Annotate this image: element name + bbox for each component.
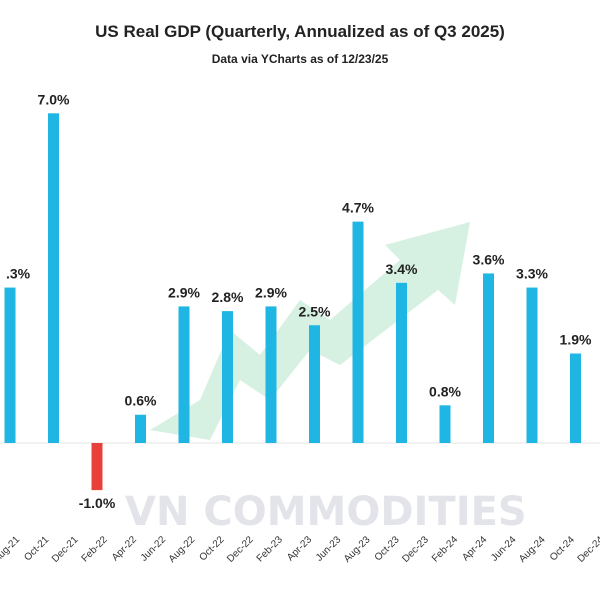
x-tick-label: Feb-23 [255,534,285,564]
x-tick-label: Aug-22 [167,534,198,565]
bar [48,113,59,444]
x-tick-label: Apr-22 [110,534,139,563]
data-label: 1.9% [560,332,592,348]
data-label: 3.3% [516,266,548,282]
bar [526,287,538,443]
x-tick-label: Dec-24 [576,534,600,565]
bar [91,443,103,491]
bar [4,287,16,443]
bar [135,414,146,443]
data-label: 3.6% [473,251,505,267]
data-label: 2.8% [212,289,244,305]
bar [309,325,320,443]
chart-subtitle: Data via YCharts as of 12/23/25 [211,52,389,66]
x-tick-label: Apr-23 [285,534,314,563]
bar [570,353,581,443]
x-tick-label: Aug-23 [342,534,373,565]
bar [222,311,233,443]
bar [396,282,407,443]
data-label: 2.9% [168,284,200,300]
data-label: 0.6% [125,393,157,409]
x-tick-label: Oct-24 [548,534,577,563]
bar [178,306,190,443]
data-label: 3.4% [386,261,418,277]
x-tick-label: Oct-23 [373,534,402,563]
x-tick-label: Feb-22 [80,534,110,564]
x-tick-label: Oct-21 [22,534,51,563]
watermark: VN COMMODITIES [125,489,527,535]
x-tick-label: Aug-21 [0,534,22,565]
data-label: 7.0% [38,91,70,107]
bar [352,221,364,443]
x-tick-label: Dec-23 [400,534,431,565]
data-label: .3% [6,266,31,282]
bar [265,306,277,443]
x-tick-label: Jun-23 [314,534,344,564]
bar [483,273,494,443]
data-label: 0.8% [429,383,461,399]
chart-title: US Real GDP (Quarterly, Annualized as of… [95,22,505,41]
x-tick-label: Dec-22 [225,534,256,565]
x-tick-label: Aug-24 [517,534,548,565]
data-label: -1.0% [79,495,116,511]
x-tick-label: Oct-22 [198,534,227,563]
data-label: 2.5% [299,303,331,319]
x-tick-label: Dec-21 [50,534,81,565]
data-label: 2.9% [255,284,287,300]
x-tick-label: Apr-24 [460,534,489,563]
data-label: 4.7% [342,200,374,216]
x-tick-label: Jun-24 [489,534,519,564]
x-tick-label: Jun-22 [139,534,169,564]
bar [439,405,451,443]
x-tick-label: Feb-24 [430,534,460,564]
